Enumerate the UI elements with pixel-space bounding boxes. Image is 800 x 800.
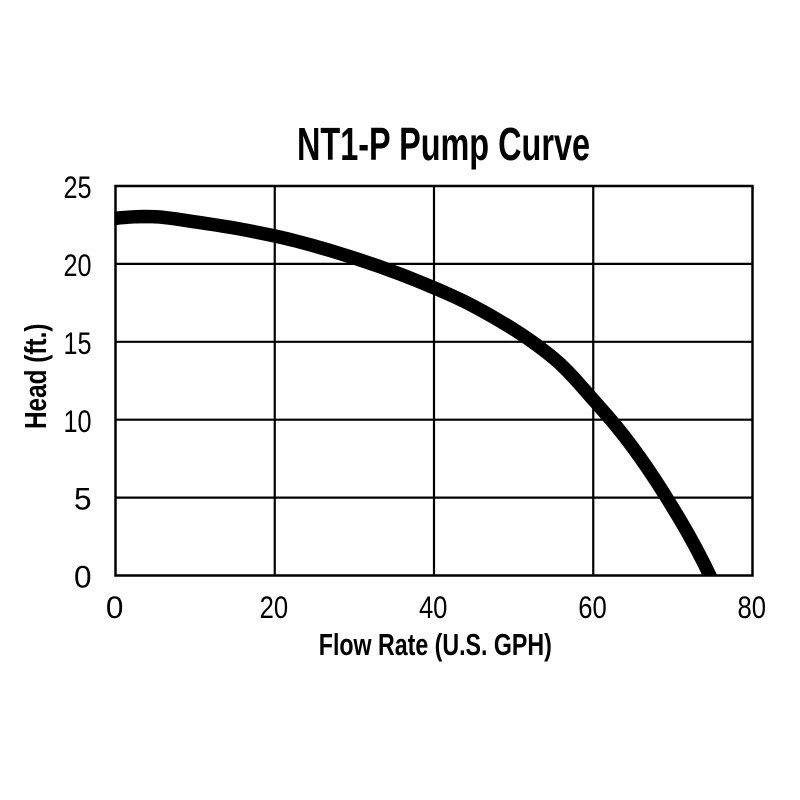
svg-text:NT1-P Pump Curve: NT1-P Pump Curve — [297, 118, 590, 170]
svg-text:80: 80 — [738, 589, 767, 625]
svg-text:Flow Rate (U.S. GPH): Flow Rate (U.S. GPH) — [319, 627, 552, 662]
svg-text:60: 60 — [578, 589, 607, 625]
svg-text:40: 40 — [419, 589, 448, 625]
svg-text:0: 0 — [106, 589, 124, 625]
svg-text:20: 20 — [64, 247, 92, 283]
svg-text:25: 25 — [64, 169, 92, 205]
svg-text:15: 15 — [64, 325, 92, 361]
svg-text:20: 20 — [260, 589, 289, 625]
svg-text:10: 10 — [64, 403, 92, 439]
svg-text:Head (ft.): Head (ft.) — [19, 324, 53, 430]
svg-text:0: 0 — [74, 559, 92, 595]
svg-text:5: 5 — [74, 481, 92, 517]
